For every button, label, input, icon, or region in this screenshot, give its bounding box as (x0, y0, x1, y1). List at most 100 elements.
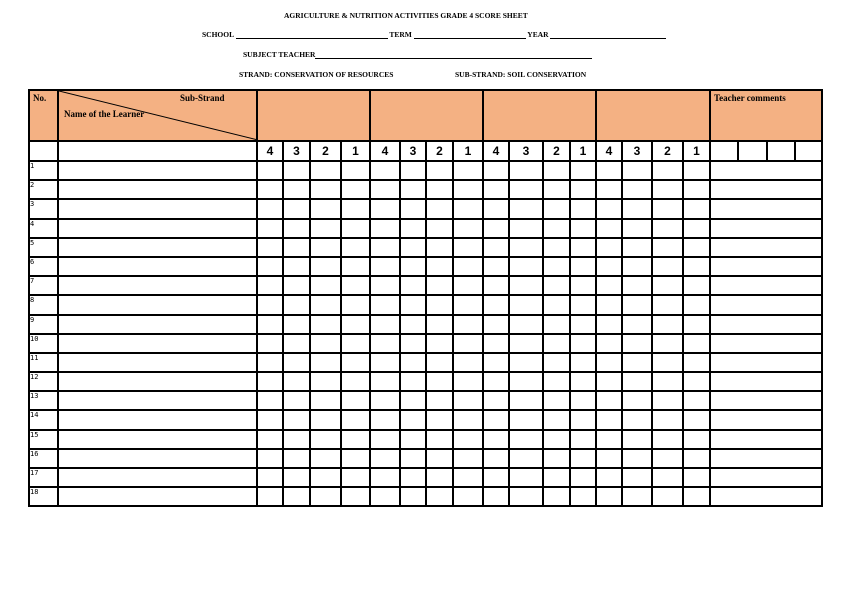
comment-cell[interactable] (709, 236, 823, 258)
comment-cell[interactable] (709, 351, 823, 374)
subject-teacher-field[interactable] (315, 50, 593, 59)
score-cell[interactable] (569, 236, 597, 258)
score-cell[interactable] (399, 159, 427, 182)
score-cell[interactable] (542, 371, 571, 393)
score-cell[interactable] (595, 255, 623, 278)
score-cell[interactable] (651, 255, 684, 278)
score-cell[interactable] (482, 428, 510, 450)
score-cell[interactable] (542, 313, 571, 335)
score-cell[interactable] (282, 179, 311, 201)
score-cell[interactable] (340, 313, 371, 335)
score-cell[interactable] (682, 332, 711, 354)
score-cell[interactable] (282, 428, 311, 450)
score-cell[interactable] (651, 447, 684, 470)
score-cell[interactable] (682, 428, 711, 450)
score-cell[interactable] (282, 447, 311, 470)
score-cell[interactable] (682, 294, 711, 316)
score-cell[interactable] (425, 371, 454, 393)
score-cell[interactable] (309, 447, 342, 470)
score-cell[interactable] (542, 447, 571, 470)
score-cell[interactable] (542, 236, 571, 258)
score-cell[interactable] (369, 466, 401, 489)
score-cell[interactable] (595, 466, 623, 489)
score-cell[interactable] (309, 332, 342, 354)
score-cell[interactable] (621, 294, 653, 316)
score-cell[interactable] (282, 466, 311, 489)
score-cell[interactable] (682, 351, 711, 374)
learner-name-cell[interactable] (57, 294, 258, 316)
score-cell[interactable] (569, 390, 597, 412)
score-cell[interactable] (452, 275, 484, 297)
score-cell[interactable] (340, 371, 371, 393)
score-cell[interactable] (452, 236, 484, 258)
score-cell[interactable] (309, 486, 342, 508)
comment-cell[interactable] (709, 390, 823, 412)
score-cell[interactable] (542, 390, 571, 412)
score-cell[interactable] (452, 486, 484, 508)
learner-name-cell[interactable] (57, 390, 258, 412)
score-cell[interactable] (595, 409, 623, 431)
score-cell[interactable] (569, 447, 597, 470)
score-cell[interactable] (569, 332, 597, 354)
score-cell[interactable] (508, 409, 544, 431)
score-cell[interactable] (425, 351, 454, 374)
score-cell[interactable] (425, 447, 454, 470)
score-cell[interactable] (452, 371, 484, 393)
score-cell[interactable] (508, 332, 544, 354)
learner-name-cell[interactable] (57, 313, 258, 335)
score-cell[interactable] (621, 313, 653, 335)
score-cell[interactable] (399, 428, 427, 450)
score-cell[interactable] (595, 198, 623, 220)
score-cell[interactable] (309, 466, 342, 489)
score-cell[interactable] (508, 486, 544, 508)
score-cell[interactable] (651, 294, 684, 316)
score-cell[interactable] (542, 332, 571, 354)
score-cell[interactable] (369, 351, 401, 374)
score-cell[interactable] (595, 332, 623, 354)
comment-cell[interactable] (709, 428, 823, 450)
score-cell[interactable] (309, 294, 342, 316)
score-cell[interactable] (682, 409, 711, 431)
score-cell[interactable] (282, 294, 311, 316)
score-cell[interactable] (282, 217, 311, 239)
score-cell[interactable] (452, 351, 484, 374)
learner-name-cell[interactable] (57, 351, 258, 374)
score-cell[interactable] (399, 217, 427, 239)
score-cell[interactable] (595, 217, 623, 239)
score-cell[interactable] (569, 255, 597, 278)
score-cell[interactable] (256, 486, 284, 508)
score-cell[interactable] (482, 466, 510, 489)
score-cell[interactable] (621, 486, 653, 508)
score-cell[interactable] (482, 351, 510, 374)
score-cell[interactable] (621, 447, 653, 470)
score-cell[interactable] (425, 313, 454, 335)
score-cell[interactable] (651, 198, 684, 220)
comment-cell[interactable] (709, 159, 823, 182)
comment-cell[interactable] (709, 447, 823, 470)
score-cell[interactable] (256, 198, 284, 220)
score-cell[interactable] (621, 409, 653, 431)
score-cell[interactable] (425, 466, 454, 489)
score-cell[interactable] (482, 179, 510, 201)
score-cell[interactable] (542, 409, 571, 431)
score-cell[interactable] (340, 294, 371, 316)
score-cell[interactable] (369, 255, 401, 278)
score-cell[interactable] (425, 179, 454, 201)
score-cell[interactable] (425, 198, 454, 220)
score-cell[interactable] (508, 428, 544, 450)
score-cell[interactable] (508, 390, 544, 412)
score-cell[interactable] (282, 332, 311, 354)
learner-name-cell[interactable] (57, 217, 258, 239)
learner-name-cell[interactable] (57, 466, 258, 489)
score-cell[interactable] (595, 351, 623, 374)
learner-name-cell[interactable] (57, 198, 258, 220)
score-cell[interactable] (340, 159, 371, 182)
score-cell[interactable] (595, 447, 623, 470)
score-cell[interactable] (569, 294, 597, 316)
comment-cell[interactable] (709, 332, 823, 354)
score-cell[interactable] (399, 371, 427, 393)
score-cell[interactable] (340, 409, 371, 431)
score-cell[interactable] (399, 236, 427, 258)
score-cell[interactable] (542, 428, 571, 450)
score-cell[interactable] (508, 294, 544, 316)
